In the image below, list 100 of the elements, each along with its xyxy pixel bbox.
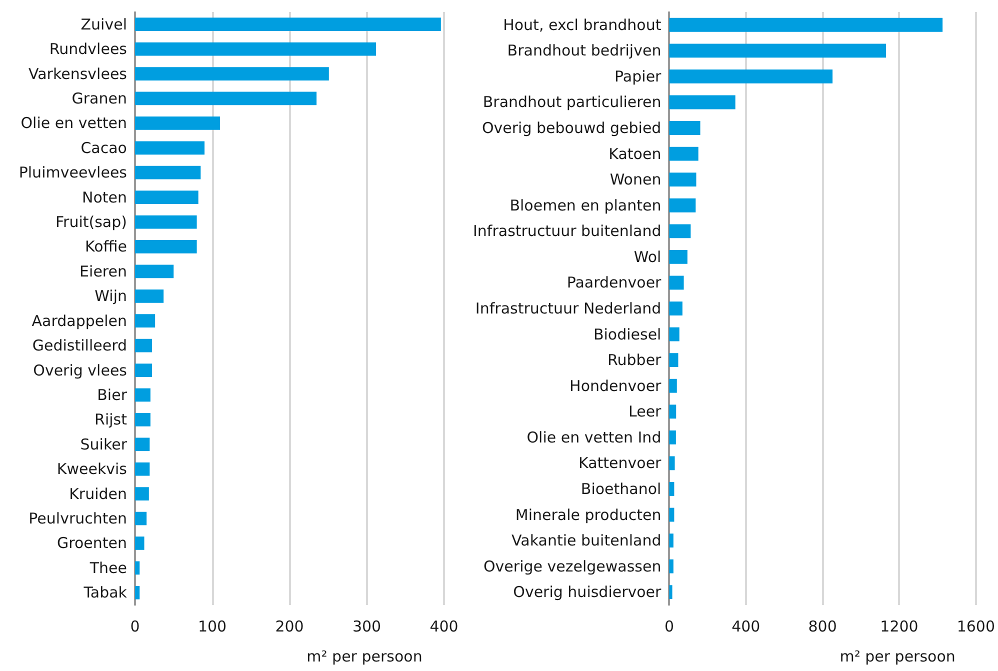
y-tick-label: Kattenvoer bbox=[578, 454, 662, 472]
y-tick-label: Overige vezelgewassen bbox=[484, 557, 662, 576]
bar bbox=[669, 430, 676, 444]
y-tick-label: Paardenvoer bbox=[566, 274, 662, 292]
bar bbox=[135, 42, 376, 56]
bar bbox=[135, 289, 164, 303]
bar bbox=[669, 224, 691, 238]
bar bbox=[135, 364, 152, 377]
x-tick-label: 200 bbox=[275, 618, 304, 636]
bar bbox=[135, 92, 317, 106]
bar bbox=[135, 512, 147, 526]
y-tick-label: Aardappelen bbox=[32, 312, 127, 330]
bar bbox=[669, 456, 675, 470]
y-tick-label: Eieren bbox=[80, 262, 127, 280]
y-tick-label: Overig bebouwd gebied bbox=[482, 119, 662, 138]
bar bbox=[669, 250, 688, 264]
bar bbox=[135, 264, 174, 278]
bar bbox=[669, 121, 700, 135]
y-tick-label: Bioethanol bbox=[580, 480, 662, 498]
y-tick-label: Overig vlees bbox=[33, 361, 128, 380]
y-tick-label: Kruiden bbox=[69, 484, 127, 503]
bar bbox=[135, 586, 140, 600]
y-tick-label: Pluimveevlees bbox=[18, 164, 128, 182]
bar bbox=[669, 327, 680, 342]
bar bbox=[669, 585, 672, 600]
y-tick-label: Brandhout particulieren bbox=[482, 93, 662, 112]
bar bbox=[135, 438, 150, 452]
x-tick-label: 0 bbox=[130, 618, 140, 636]
y-tick-label: Varkensvlees bbox=[28, 64, 128, 83]
bar bbox=[669, 172, 696, 187]
y-tick-label: Wijn bbox=[94, 287, 127, 306]
bar bbox=[669, 482, 674, 496]
y-tick-label: Rubber bbox=[608, 351, 662, 370]
bar bbox=[135, 240, 197, 254]
bar bbox=[135, 190, 198, 204]
bar bbox=[669, 198, 696, 212]
y-tick-label: Vakantie buitenland bbox=[512, 532, 662, 550]
y-tick-label: Infrastructuur Nederland bbox=[475, 300, 662, 318]
x-tick-label: 800 bbox=[808, 618, 837, 636]
y-tick-label: Peulvruchten bbox=[28, 510, 127, 528]
y-tick-label: Papier bbox=[614, 67, 662, 86]
bar bbox=[669, 378, 677, 393]
x-tick-label: 300 bbox=[352, 618, 382, 636]
y-tick-label: Cacao bbox=[80, 138, 127, 157]
x-tick-label: 1600 bbox=[956, 618, 996, 636]
y-tick-label: Suiker bbox=[80, 435, 128, 454]
y-tick-label: Kweekvis bbox=[56, 460, 128, 478]
bar bbox=[135, 413, 150, 426]
y-tick-label: Granen bbox=[72, 89, 127, 108]
x-axis-title: m² per persoon bbox=[840, 648, 956, 666]
bar bbox=[135, 18, 441, 32]
bar bbox=[135, 561, 140, 575]
y-tick-label: Minerale producten bbox=[515, 506, 662, 524]
bar bbox=[135, 215, 197, 229]
x-tick-label: 1200 bbox=[880, 618, 918, 636]
y-tick-label: Tabak bbox=[82, 584, 128, 602]
y-tick-label: Biodiesel bbox=[593, 325, 662, 344]
bar bbox=[669, 95, 736, 110]
x-tick-label: 400 bbox=[430, 618, 458, 636]
y-tick-label: Wol bbox=[634, 248, 662, 266]
y-tick-label: Fruit(sap) bbox=[56, 213, 127, 232]
y-tick-label: Noten bbox=[82, 188, 127, 206]
bar bbox=[669, 276, 684, 290]
y-tick-label: Thee bbox=[88, 558, 127, 577]
bar bbox=[669, 18, 943, 32]
bar bbox=[669, 69, 833, 84]
bar bbox=[669, 146, 698, 161]
y-tick-label: Olie en vetten Ind bbox=[526, 428, 662, 446]
bar bbox=[669, 559, 674, 574]
bar bbox=[669, 534, 674, 548]
y-tick-label: Rijst bbox=[94, 410, 128, 429]
y-tick-label: Zuivel bbox=[80, 15, 127, 34]
bar bbox=[135, 116, 220, 130]
y-tick-label: Bloemen en planten bbox=[510, 196, 662, 214]
y-tick-label: Hout, excl brandhout bbox=[503, 16, 662, 34]
bar bbox=[135, 487, 149, 500]
y-tick-label: Olie en vetten bbox=[20, 114, 127, 132]
y-tick-label: Rundvlees bbox=[49, 40, 128, 58]
y-tick-label: Koffie bbox=[85, 238, 127, 256]
bar bbox=[669, 353, 678, 368]
bar bbox=[135, 314, 156, 328]
y-tick-label: Groenten bbox=[57, 534, 127, 552]
x-axis-title: m² per persoon bbox=[306, 648, 422, 666]
x-tick-label: 100 bbox=[198, 618, 227, 636]
bar bbox=[135, 141, 205, 155]
bar bbox=[669, 302, 682, 316]
bar bbox=[135, 67, 329, 80]
y-tick-label: Katoen bbox=[608, 144, 662, 163]
y-tick-label: Leer bbox=[628, 402, 662, 421]
y-tick-label: Bier bbox=[97, 386, 128, 404]
x-tick-label: 400 bbox=[732, 618, 760, 636]
bar bbox=[669, 508, 674, 522]
bar bbox=[135, 462, 150, 476]
y-tick-label: Overig huisdiervoer bbox=[513, 583, 662, 602]
y-tick-label: Gedistilleerd bbox=[32, 336, 127, 355]
y-tick-label: Wonen bbox=[610, 170, 662, 189]
bar bbox=[135, 388, 150, 402]
y-tick-label: Hondenvoer bbox=[570, 376, 662, 395]
y-tick-label: Infrastructuur buitenland bbox=[473, 222, 662, 240]
x-tick-label: 0 bbox=[664, 618, 674, 636]
